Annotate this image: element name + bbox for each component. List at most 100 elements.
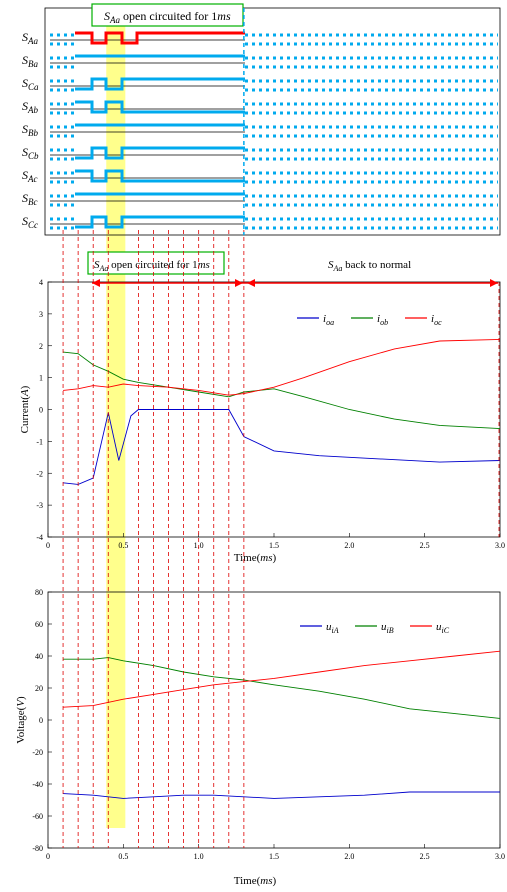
voltage-ytick-label: -20 bbox=[32, 748, 43, 757]
current-annotation-right: SAa back to normal bbox=[328, 259, 411, 273]
voltage-yaxis-title-unit: V bbox=[15, 699, 27, 707]
voltage-xaxis-title-unit: ms bbox=[260, 875, 272, 887]
arrow-head-mid-left bbox=[235, 279, 243, 287]
voltage-ytick-label: 20 bbox=[35, 684, 43, 693]
signal-waveform-ca bbox=[75, 77, 245, 91]
voltage-legend-label-iC-main: u bbox=[436, 621, 442, 633]
signal-label-ac: SAc bbox=[22, 168, 38, 184]
current-yaxis-title: Current(A) bbox=[19, 385, 31, 433]
current-xaxis-title: Time(ms) bbox=[234, 552, 277, 564]
signal-label-bb: SBb bbox=[22, 122, 38, 138]
current-xtick-label: 3.0 bbox=[495, 541, 505, 550]
signal-label-ab-sub: Ab bbox=[27, 105, 38, 115]
switch-panel-title-sub: Aa bbox=[109, 15, 120, 25]
signal-waveform-ac bbox=[75, 169, 245, 183]
voltage-ytick-label: 40 bbox=[35, 652, 43, 661]
current-legend-label-oc-main: i bbox=[431, 313, 434, 325]
voltage-legend-label-iC: uiC bbox=[436, 621, 450, 635]
current-xaxis-title-unit: ms bbox=[260, 552, 272, 564]
current-legend-label-oa-sub: oa bbox=[326, 318, 334, 327]
voltage-series-iB bbox=[63, 657, 501, 719]
voltage-legend-label-iB-sub: iB bbox=[387, 626, 394, 635]
signal-label-aa-main: S bbox=[22, 30, 28, 44]
signal-waveform-cc bbox=[75, 215, 245, 229]
current-xaxis-title-post: ) bbox=[273, 552, 277, 564]
current-ytick-label: -1 bbox=[36, 437, 43, 446]
voltage-xtick-label: 1.5 bbox=[269, 852, 279, 861]
fault-highlight-band bbox=[106, 8, 126, 828]
signal-label-cb: SCb bbox=[22, 145, 39, 161]
voltage-legend-label-iA-main: u bbox=[326, 621, 332, 633]
voltage-yaxis-title: Voltage(V) bbox=[15, 696, 27, 744]
current-annotation-left-rest: open circuited for 1 bbox=[108, 259, 197, 271]
signal-label-cc-main: S bbox=[22, 214, 28, 228]
current-legend-label-ob: iob bbox=[377, 313, 388, 327]
switch-panel-frame bbox=[44, 7, 501, 236]
signal-label-bc-main: S bbox=[22, 191, 28, 205]
voltage-ytick-label: -60 bbox=[32, 812, 43, 821]
current-annotation-right-main: S bbox=[328, 259, 334, 271]
voltage-xtick-label: 3.0 bbox=[495, 852, 505, 861]
voltage-ytick-label: 80 bbox=[35, 588, 43, 597]
current-legend-label-oa-main: i bbox=[323, 313, 326, 325]
voltage-legend-label-iB: uiB bbox=[381, 621, 394, 635]
voltage-series-iC bbox=[63, 650, 501, 708]
signal-label-bb-sub: Bb bbox=[28, 128, 38, 138]
voltage-ytick-label: 0 bbox=[39, 716, 43, 725]
voltage-xaxis-title: Time(ms) bbox=[234, 875, 277, 887]
current-xtick-label: 1.5 bbox=[269, 541, 279, 550]
signal-label-aa-sub: Aa bbox=[27, 36, 38, 46]
current-ytick-label: 3 bbox=[39, 310, 43, 319]
voltage-panel: -80 -60 -40 -20 0 20 40 60 80 0 0.5 1.0 1.5 2.0 2.5 3.0… bbox=[15, 588, 505, 887]
current-annotation-left-unit: ms bbox=[198, 259, 210, 271]
signal-label-aa: SAa bbox=[22, 30, 38, 46]
current-series-ob bbox=[63, 351, 501, 430]
current-ytick-label: 1 bbox=[39, 374, 43, 383]
switch-title-box bbox=[91, 3, 244, 27]
current-yaxis-title-post: ) bbox=[19, 385, 31, 389]
signal-label-ba-sub: Ba bbox=[28, 59, 38, 69]
signal-waveform-cb bbox=[75, 146, 245, 160]
signal-label-ca-main: S bbox=[22, 76, 28, 90]
current-ytick-label: 0 bbox=[39, 406, 43, 415]
voltage-ytick-label: -80 bbox=[32, 844, 43, 853]
overlay-layer bbox=[62, 8, 500, 848]
voltage-series-iA bbox=[63, 791, 500, 799]
current-annotation-left-sub: Aa bbox=[99, 264, 109, 273]
signal-label-bc: SBc bbox=[22, 191, 38, 207]
switch-panel-title-unit: ms bbox=[217, 9, 231, 23]
current-ytick-label: -4 bbox=[36, 533, 43, 542]
background-layer bbox=[106, 8, 126, 828]
voltage-xtick-label: 0.5 bbox=[118, 852, 128, 861]
signal-waveform-aa bbox=[75, 31, 245, 45]
current-xtick-label: 0 bbox=[46, 541, 50, 550]
current-legend-label-oa: ioa bbox=[323, 313, 334, 327]
current-yaxis-title-unit: A bbox=[19, 389, 31, 397]
voltage-legend-label-iA: uiA bbox=[326, 621, 339, 635]
current-annotation-right-rest: back to normal bbox=[342, 259, 411, 271]
signal-label-ab: SAb bbox=[22, 99, 38, 115]
signal-label-cb-sub: Cb bbox=[28, 151, 39, 161]
current-annotation-right-sub: Aa bbox=[333, 264, 343, 273]
current-ytick-label: -3 bbox=[36, 501, 43, 510]
voltage-yaxis-title-post: ) bbox=[15, 696, 27, 700]
voltage-xtick-label: 2.0 bbox=[344, 852, 354, 861]
voltage-xtick-label: 1.0 bbox=[194, 852, 204, 861]
current-series-oa bbox=[63, 409, 501, 485]
signal-label-ca-sub: Ca bbox=[28, 82, 39, 92]
current-xtick-label: 2.0 bbox=[344, 541, 354, 550]
voltage-ytick-label: 60 bbox=[35, 620, 43, 629]
switch-panel-title-main: S bbox=[104, 9, 110, 23]
signal-label-ac-main: S bbox=[22, 168, 28, 182]
voltage-legend-label-iB-main: u bbox=[381, 621, 387, 633]
switch-panel-title: SAa open circuited for 1ms bbox=[104, 9, 231, 25]
current-legend-label-ob-main: i bbox=[377, 313, 380, 325]
signal-label-cc: SCc bbox=[22, 214, 38, 230]
current-ytick-label: 4 bbox=[39, 278, 43, 287]
signal-label-ab-main: S bbox=[22, 99, 28, 113]
voltage-ytick-label: -40 bbox=[32, 780, 43, 789]
switch-panel-title-rest: open circuited for 1 bbox=[120, 9, 217, 23]
current-legend-label-ob-sub: ob bbox=[380, 318, 388, 327]
